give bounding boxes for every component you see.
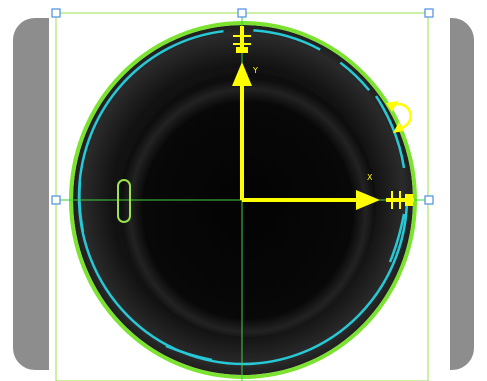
handle-top-left[interactable] <box>51 8 61 18</box>
right-lower-arc-segment[interactable] <box>388 213 406 263</box>
left-arc-segment[interactable] <box>78 181 85 233</box>
bottom-arc-segment[interactable] <box>165 344 213 362</box>
y-handle-icon[interactable] <box>233 26 251 53</box>
x-handle-icon[interactable] <box>386 191 414 209</box>
handle-top-right[interactable] <box>424 8 434 18</box>
handle-middle-right[interactable] <box>424 195 434 205</box>
inner-dish <box>120 73 376 337</box>
left-side-panel <box>13 18 49 370</box>
handle-middle-left[interactable] <box>51 195 61 205</box>
right-side-panel <box>450 18 474 370</box>
x-axis-arrowhead <box>356 190 380 210</box>
handle-top-center[interactable] <box>237 8 247 18</box>
y-axis-arrowhead <box>232 62 252 86</box>
x-axis-label: X <box>367 173 373 182</box>
right-upper-arc-segment[interactable] <box>374 95 406 169</box>
slot-feature-icon[interactable] <box>117 179 131 223</box>
rotate-icon[interactable] <box>386 101 412 133</box>
y-axis-label: Y <box>253 66 258 75</box>
